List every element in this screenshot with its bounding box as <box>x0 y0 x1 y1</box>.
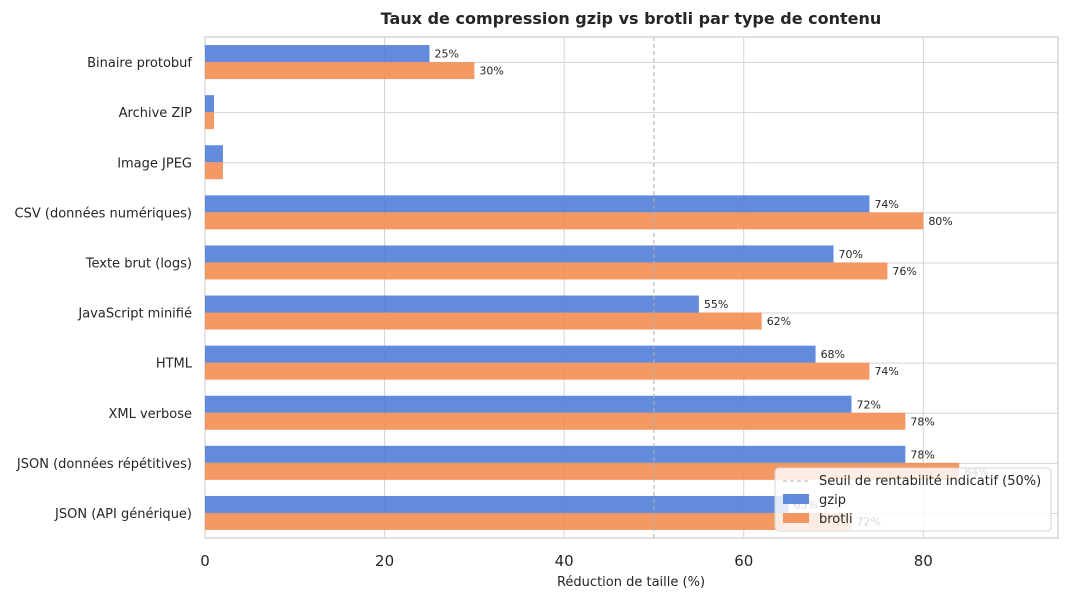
x-tick-label: 20 <box>375 552 394 570</box>
value-label-brotli: 74% <box>874 365 898 378</box>
x-tick-label: 40 <box>555 552 574 570</box>
x-axis-ticks: 0 20 40 60 80 <box>200 552 933 570</box>
value-label-brotli: 80% <box>928 215 952 228</box>
bar-brotli <box>205 312 762 330</box>
bar-gzip <box>205 95 214 113</box>
bar-gzip <box>205 395 852 413</box>
category-label: Archive ZIP <box>119 106 193 121</box>
bar-brotli <box>205 212 924 230</box>
bar-gzip <box>205 495 789 513</box>
category-label: Texte brut (logs) <box>85 256 192 271</box>
bar-gzip <box>205 445 906 463</box>
legend: Seuil de rentabilité indicatif (50%) gzip… <box>774 467 1052 532</box>
bar-gzip <box>205 195 870 213</box>
value-label-gzip: 78% <box>910 448 934 461</box>
legend-label-brotli: brotli <box>819 512 853 527</box>
bar-gzip <box>205 145 223 163</box>
category-label: Binaire protobuf <box>87 56 192 71</box>
value-label-brotli: 78% <box>910 415 934 428</box>
value-label-gzip: 72% <box>856 398 880 411</box>
bar-gzip <box>205 45 430 63</box>
category-label: JSON (API générique) <box>54 507 192 522</box>
value-label-brotli: 62% <box>767 315 791 328</box>
bar-brotli <box>205 262 888 280</box>
chart-title: Taux de compression gzip vs brotli par t… <box>381 9 882 28</box>
bar-brotli <box>205 112 214 130</box>
legend-box <box>774 467 1052 532</box>
bar-gzip <box>205 245 834 263</box>
legend-swatch-gzip <box>783 494 809 504</box>
legend-swatch-brotli <box>783 513 809 523</box>
value-label-gzip: 55% <box>704 298 728 311</box>
bar-brotli <box>205 512 852 530</box>
value-label-gzip: 68% <box>821 348 845 361</box>
bar-brotli <box>205 412 906 430</box>
category-labels: Binaire protobuf Archive ZIP Image JPEG CSV… <box>15 56 193 522</box>
bar-brotli <box>205 162 223 180</box>
category-label: Image JPEG <box>117 156 192 171</box>
bars <box>205 45 960 530</box>
legend-label-threshold: Seuil de rentabilité indicatif (50%) <box>819 474 1041 489</box>
x-tick-label: 0 <box>200 552 210 570</box>
category-label: XML verbose <box>108 407 192 422</box>
value-label-gzip: 70% <box>839 248 863 261</box>
category-label: HTML <box>156 357 193 372</box>
category-label: JavaScript minifié <box>77 307 192 322</box>
bar-brotli <box>205 362 870 380</box>
category-label: CSV (données numériques) <box>15 206 192 221</box>
value-label-gzip: 25% <box>434 48 458 61</box>
bar-gzip <box>205 345 816 363</box>
value-label-gzip: 74% <box>874 198 898 211</box>
value-label-brotli: 30% <box>479 65 503 78</box>
bar-gzip <box>205 295 699 313</box>
x-tick-label: 80 <box>914 552 933 570</box>
x-tick-label: 60 <box>734 552 753 570</box>
category-label: JSON (données répétitives) <box>16 457 192 472</box>
value-label-brotli: 76% <box>892 265 916 278</box>
x-axis-label: Réduction de taille (%) <box>557 575 705 590</box>
legend-label-gzip: gzip <box>819 493 846 508</box>
bar-brotli <box>205 462 960 480</box>
bar-brotli <box>205 62 475 80</box>
